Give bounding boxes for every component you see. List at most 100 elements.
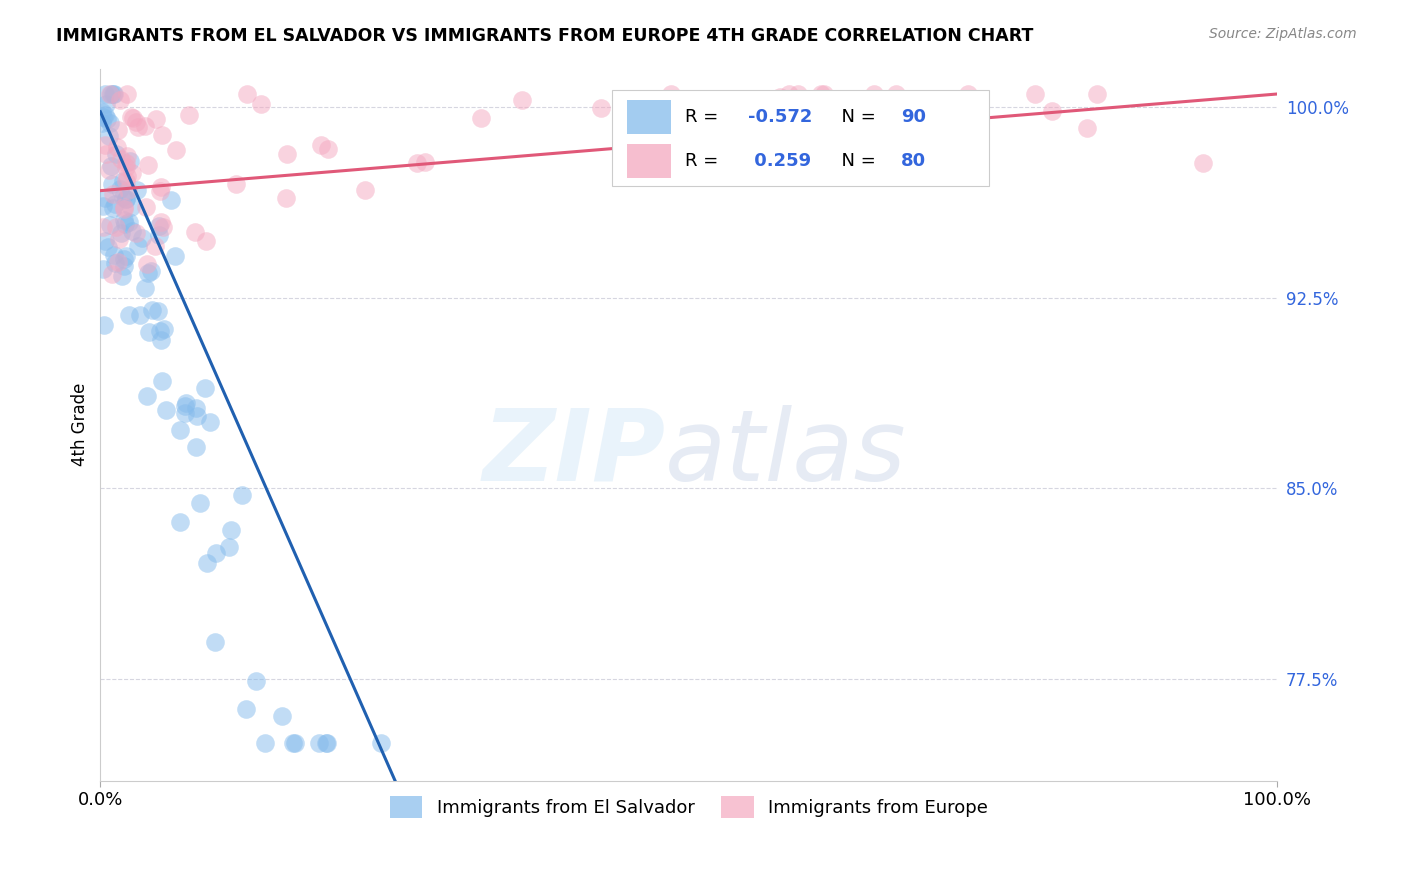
Point [957,87,980,101]
Point [188,496,211,510]
Point [174,399,197,413]
Point [98,162,121,177]
Point [141,302,163,317]
Point [98,87,121,101]
Point [308,736,330,750]
Point [127,239,149,253]
Point [354,183,377,197]
Point [114,155,136,169]
Point [136,158,159,172]
Point [112,259,135,273]
Point [115,169,138,184]
Point [149,324,172,338]
Point [163,249,186,263]
Point [143,239,166,253]
Point [125,115,148,129]
Point [787,87,810,101]
Point [101,187,124,202]
Point [276,191,298,205]
Point [105,219,128,234]
Point [91,220,114,235]
Point [115,149,138,163]
Legend: Immigrants from El Salvador, Immigrants from Europe: Immigrants from El Salvador, Immigrants … [382,789,995,825]
Point [311,137,333,152]
Point [93,234,115,248]
Point [90,116,112,130]
Point [152,322,174,336]
Point [110,152,132,166]
Text: R =: R = [685,152,724,170]
Point [194,234,217,248]
Point [797,128,820,142]
Point [159,193,181,207]
Point [114,249,136,263]
Point [914,100,936,114]
Point [121,224,143,238]
Point [103,201,125,215]
Point [152,220,174,235]
Point [101,178,124,192]
Point [219,524,242,538]
Point [108,93,131,107]
Point [281,736,304,750]
Text: R =: R = [685,108,724,126]
Point [100,159,122,173]
Point [104,197,127,211]
Point [149,184,172,198]
Point [284,736,307,750]
Point [184,225,207,239]
Point [138,325,160,339]
Point [127,120,149,134]
Point [1040,103,1063,118]
Point [186,409,208,423]
Point [111,190,134,204]
Point [1076,120,1098,135]
Point [136,257,159,271]
Point [98,218,121,232]
Point [94,147,117,161]
FancyBboxPatch shape [613,90,988,186]
Point [689,163,711,178]
Point [245,673,267,688]
Point [755,100,778,114]
Point [93,108,115,122]
Point [184,401,207,416]
Point [254,736,277,750]
Point [1085,87,1108,101]
Point [108,182,131,196]
Point [148,227,170,242]
Point [97,129,120,144]
Point [115,160,138,174]
Point [134,120,156,134]
Point [315,736,337,750]
Point [96,112,118,127]
Point [110,227,132,241]
Point [470,111,492,125]
Point [118,214,141,228]
Point [93,110,115,124]
Point [150,180,173,194]
Text: N =: N = [830,108,882,126]
Point [165,143,187,157]
Point [198,415,221,429]
Point [813,87,835,101]
Point [93,199,115,213]
Point [120,200,142,214]
Point [204,635,226,649]
Point [276,147,298,161]
Point [136,388,159,402]
Point [125,226,148,240]
Point [112,202,135,216]
Point [131,231,153,245]
Point [406,156,429,170]
Point [231,488,253,502]
Point [659,87,682,101]
Point [184,440,207,454]
Point [249,97,271,112]
Point [117,183,139,197]
Point [114,218,136,232]
Point [150,128,173,142]
Point [205,546,228,560]
Point [1192,156,1215,170]
Point [236,87,259,101]
